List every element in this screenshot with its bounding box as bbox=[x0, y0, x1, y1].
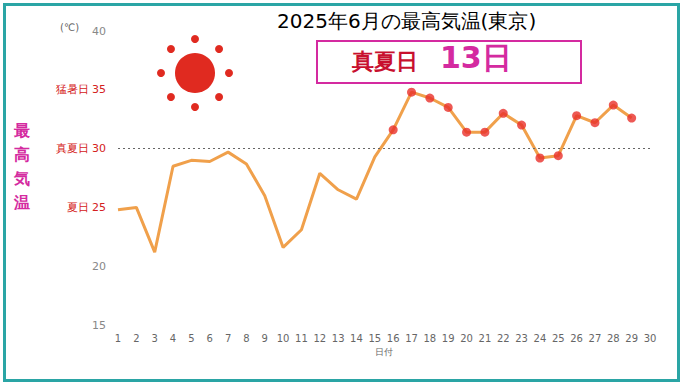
svg-text:2: 2 bbox=[133, 333, 139, 344]
svg-text:27: 27 bbox=[589, 333, 602, 344]
svg-text:高: 高 bbox=[14, 145, 30, 164]
svg-text:15: 15 bbox=[368, 333, 381, 344]
svg-text:25: 25 bbox=[552, 333, 565, 344]
svg-text:8: 8 bbox=[243, 333, 249, 344]
svg-text:温: 温 bbox=[13, 193, 30, 212]
svg-text:28: 28 bbox=[607, 333, 620, 344]
svg-text:29: 29 bbox=[625, 333, 638, 344]
svg-text:11: 11 bbox=[295, 333, 308, 344]
svg-text:4: 4 bbox=[170, 333, 176, 344]
svg-text:30: 30 bbox=[644, 333, 657, 344]
svg-text:17: 17 bbox=[405, 333, 418, 344]
svg-text:22: 22 bbox=[497, 333, 510, 344]
svg-text:20: 20 bbox=[92, 260, 106, 273]
svg-text:9: 9 bbox=[262, 333, 268, 344]
svg-text:6: 6 bbox=[207, 333, 213, 344]
svg-text:14: 14 bbox=[350, 333, 363, 344]
svg-text:13日: 13日 bbox=[440, 40, 512, 75]
svg-text:20: 20 bbox=[460, 333, 473, 344]
svg-text:12: 12 bbox=[313, 333, 326, 344]
svg-text:10: 10 bbox=[277, 333, 290, 344]
svg-text:真夏日 30: 真夏日 30 bbox=[56, 142, 107, 155]
svg-text:最: 最 bbox=[13, 121, 30, 140]
svg-text:夏日 25: 夏日 25 bbox=[67, 201, 107, 214]
svg-text:猛暑日 35: 猛暑日 35 bbox=[56, 83, 107, 96]
svg-text:24: 24 bbox=[534, 333, 547, 344]
svg-text:5: 5 bbox=[188, 333, 194, 344]
svg-text:7: 7 bbox=[225, 333, 231, 344]
svg-text:真夏日: 真夏日 bbox=[351, 49, 418, 74]
svg-text:19: 19 bbox=[442, 333, 455, 344]
svg-text:(℃): (℃) bbox=[60, 22, 79, 33]
svg-text:1: 1 bbox=[115, 333, 121, 344]
svg-text:26: 26 bbox=[570, 333, 583, 344]
svg-text:23: 23 bbox=[515, 333, 528, 344]
svg-text:16: 16 bbox=[387, 333, 400, 344]
svg-text:13: 13 bbox=[332, 333, 345, 344]
svg-text:日付: 日付 bbox=[375, 347, 393, 357]
svg-text:18: 18 bbox=[423, 333, 436, 344]
svg-text:2025年6月の最高気温(東京): 2025年6月の最高気温(東京) bbox=[277, 9, 536, 33]
svg-text:40: 40 bbox=[92, 25, 106, 38]
svg-text:15: 15 bbox=[92, 319, 106, 332]
svg-text:気: 気 bbox=[13, 169, 30, 188]
svg-text:3: 3 bbox=[152, 333, 158, 344]
svg-text:21: 21 bbox=[479, 333, 492, 344]
